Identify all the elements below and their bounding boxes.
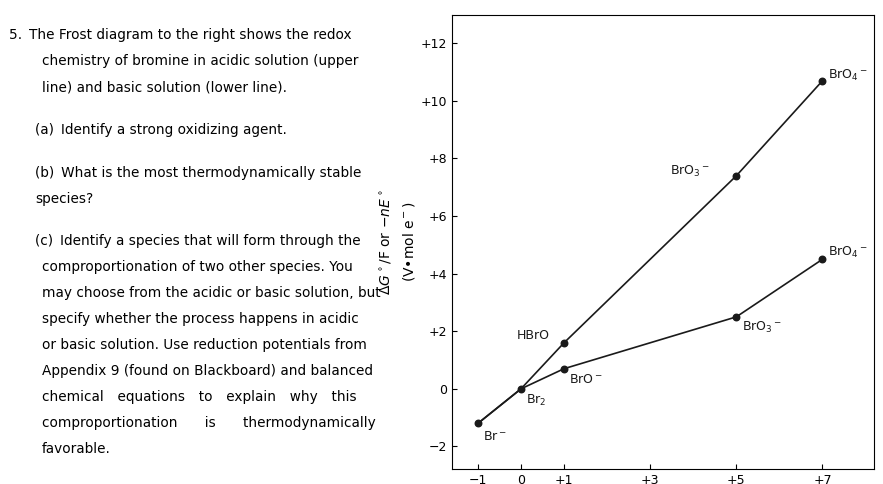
- Text: HBrO: HBrO: [517, 329, 549, 342]
- Text: chemistry of bromine in acidic solution (upper: chemistry of bromine in acidic solution …: [42, 54, 358, 68]
- Text: Appendix 9 (found on Blackboard) and balanced: Appendix 9 (found on Blackboard) and bal…: [42, 364, 374, 378]
- Point: [557, 365, 571, 373]
- Text: BrO$_3$$^-$: BrO$_3$$^-$: [742, 320, 781, 335]
- Text: specify whether the process happens in acidic: specify whether the process happens in a…: [42, 312, 358, 326]
- Text: species?: species?: [35, 192, 94, 206]
- Point: [557, 339, 571, 347]
- Y-axis label: $\Delta G^\circ$/F or $-nE^\circ$
(V•mol e$^-$): $\Delta G^\circ$/F or $-nE^\circ$ (V•mol…: [379, 189, 417, 295]
- Text: may choose from the acidic or basic solution, but: may choose from the acidic or basic solu…: [42, 286, 381, 300]
- Text: (a) Identify a strong oxidizing agent.: (a) Identify a strong oxidizing agent.: [35, 123, 287, 137]
- Text: Br$^-$: Br$^-$: [483, 430, 507, 443]
- Text: BrO$_4$$^-$: BrO$_4$$^-$: [827, 245, 867, 260]
- Text: BrO$_4$$^-$: BrO$_4$$^-$: [827, 67, 867, 83]
- Text: BrO$_3$$^-$: BrO$_3$$^-$: [669, 164, 709, 179]
- Point: [815, 256, 829, 263]
- Point: [514, 385, 528, 393]
- Point: [729, 313, 743, 321]
- Text: line) and basic solution (lower line).: line) and basic solution (lower line).: [42, 80, 287, 94]
- Text: or basic solution. Use reduction potentials from: or basic solution. Use reduction potenti…: [42, 338, 367, 352]
- Text: 5. The Frost diagram to the right shows the redox: 5. The Frost diagram to the right shows …: [9, 28, 351, 42]
- Text: comproportionation  is  thermodynamically: comproportionation is thermodynamically: [42, 416, 376, 430]
- Point: [729, 172, 743, 180]
- Text: BrO$^-$: BrO$^-$: [570, 373, 603, 386]
- Text: Br$_2$: Br$_2$: [526, 393, 547, 408]
- Point: [471, 420, 485, 427]
- Text: comproportionation of two other species. You: comproportionation of two other species.…: [42, 260, 353, 274]
- Text: favorable.: favorable.: [42, 442, 111, 456]
- Text: (c) Identify a species that will form through the: (c) Identify a species that will form th…: [35, 234, 361, 248]
- Point: [815, 77, 829, 85]
- Text: (b) What is the most thermodynamically stable: (b) What is the most thermodynamically s…: [35, 166, 362, 180]
- Text: chemical  equations  to  explain  why  this: chemical equations to explain why this: [42, 390, 357, 404]
